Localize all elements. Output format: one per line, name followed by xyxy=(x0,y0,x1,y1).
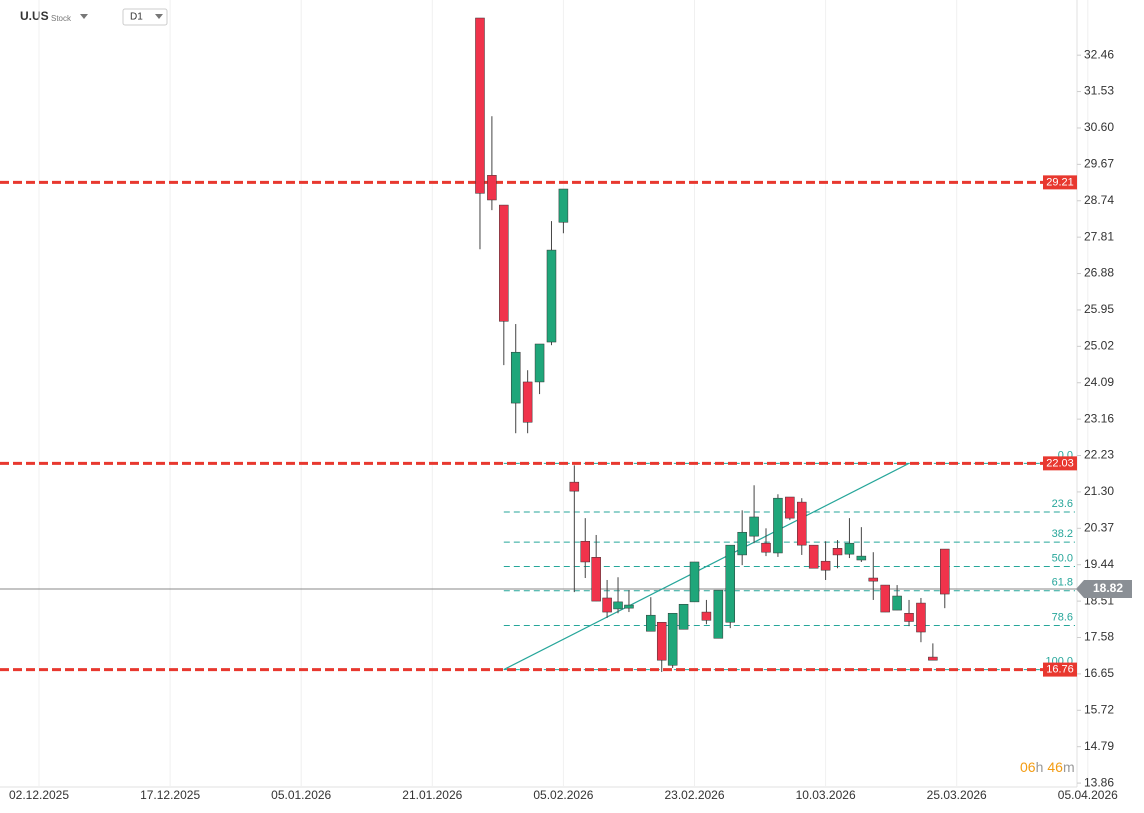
y-tick-label: 22.23 xyxy=(1084,448,1114,462)
countdown-minutes-unit: m xyxy=(1063,759,1075,775)
candle-body xyxy=(940,548,950,595)
y-tick-label: 28.74 xyxy=(1084,193,1114,207)
candle-body xyxy=(656,621,667,661)
symbol[interactable]: U.US xyxy=(20,9,49,23)
symbol-dropdown[interactable] xyxy=(80,14,88,19)
y-tick-label: 16.65 xyxy=(1084,666,1114,680)
candle-body xyxy=(534,343,545,383)
y-tick-label: 15.72 xyxy=(1084,702,1114,716)
candle-body xyxy=(624,604,634,609)
candle-body xyxy=(580,540,590,563)
fib-label: 38.2 xyxy=(1052,528,1073,540)
candle-body xyxy=(725,544,736,623)
price-line-tag xyxy=(1043,175,1077,190)
fib-label: 61.8 xyxy=(1052,577,1073,589)
candle-body xyxy=(773,497,783,554)
x-tick-label: 25.03.2026 xyxy=(927,788,987,802)
candle-body xyxy=(546,249,557,343)
price-line-label: 16.76 xyxy=(1046,664,1074,676)
fib-label: 23.6 xyxy=(1052,498,1073,510)
y-tick-label: 31.53 xyxy=(1084,84,1114,98)
candle-body xyxy=(737,531,747,556)
candle-body xyxy=(916,602,926,633)
fib-label: 50.0 xyxy=(1052,552,1073,564)
candle-body xyxy=(591,557,601,602)
candle-body xyxy=(880,584,890,613)
x-tick-label: 17.12.2025 xyxy=(140,788,200,802)
y-tick-label: 25.02 xyxy=(1084,339,1114,353)
countdown-hours: 06 xyxy=(1020,759,1036,775)
candle-body xyxy=(749,516,759,537)
candle-body xyxy=(868,577,879,582)
candle-body xyxy=(928,656,938,661)
y-tick-label: 23.16 xyxy=(1084,411,1114,425)
candle-body xyxy=(667,612,678,666)
timeframe[interactable]: D1 xyxy=(130,12,143,23)
candle-body xyxy=(832,548,843,556)
y-tick-label: 32.46 xyxy=(1084,47,1114,61)
candle-body xyxy=(602,597,612,613)
x-tick-label: 05.02.2026 xyxy=(533,788,593,802)
candle-body xyxy=(487,175,497,201)
y-tick-label: 30.60 xyxy=(1084,120,1114,134)
price-line-label: 22.03 xyxy=(1046,457,1074,469)
y-tick-label: 29.67 xyxy=(1084,157,1114,171)
candle-body xyxy=(522,381,533,423)
y-tick-label: 24.09 xyxy=(1084,375,1114,389)
y-tick-label: 21.30 xyxy=(1084,484,1114,498)
fib-label: 78.6 xyxy=(1052,611,1073,623)
y-tick-label: 13.86 xyxy=(1084,775,1114,789)
current-price-tag xyxy=(1076,579,1132,598)
candle-body xyxy=(892,595,902,611)
price-line-label: 29.21 xyxy=(1046,176,1074,188)
candle-body xyxy=(797,501,807,546)
x-tick-label: 02.12.2025 xyxy=(9,788,69,802)
current-price-label: 18.82 xyxy=(1093,581,1123,595)
x-tick-label: 10.03.2026 xyxy=(796,788,856,802)
y-tick-label: 25.95 xyxy=(1084,302,1114,316)
countdown: 06h 46m xyxy=(1020,759,1075,775)
y-tick-label: 19.44 xyxy=(1084,557,1114,571)
y-tick-label: 26.88 xyxy=(1084,266,1114,280)
y-tick-label: 14.79 xyxy=(1084,739,1114,753)
candle-body xyxy=(761,542,771,553)
candle-body xyxy=(820,560,831,571)
candle-body xyxy=(499,204,509,322)
candle-body xyxy=(713,589,724,639)
asset-type: Stock xyxy=(51,14,72,23)
y-tick-label: 20.37 xyxy=(1084,520,1114,534)
candle-body xyxy=(689,561,700,603)
countdown-minutes: 46 xyxy=(1047,759,1063,775)
candle-body xyxy=(904,612,914,622)
candle-body xyxy=(510,351,521,404)
y-tick-label: 17.58 xyxy=(1084,630,1114,644)
candle-body xyxy=(678,603,689,630)
candle-body xyxy=(701,611,712,621)
x-tick-label: 23.02.2026 xyxy=(664,788,724,802)
candle-body xyxy=(569,481,580,492)
plot-area: 02.12.2025 17.12.2025 05.01.2026 21.01.2026… xyxy=(0,0,1132,802)
timeframe-select[interactable] xyxy=(122,8,168,26)
countdown-hours-unit: h xyxy=(1036,759,1044,775)
timeframe-dropdown[interactable] xyxy=(155,14,163,19)
y-tick-label: 27.81 xyxy=(1084,229,1114,243)
candle-body xyxy=(475,17,485,194)
candle-body xyxy=(558,188,569,223)
candle-body xyxy=(785,496,795,519)
price-line-tag xyxy=(1043,456,1077,471)
price-line-tag xyxy=(1043,662,1077,677)
candle-body xyxy=(613,601,623,610)
candle-body xyxy=(646,614,656,632)
x-tick-label: 05.01.2026 xyxy=(271,788,331,802)
candle-body xyxy=(808,544,819,569)
x-tick-label: 05.04.2026 xyxy=(1058,788,1118,802)
candle-body xyxy=(844,542,855,555)
candle-body xyxy=(856,555,867,561)
trendline xyxy=(503,462,910,671)
x-tick-label: 21.01.2026 xyxy=(402,788,462,802)
